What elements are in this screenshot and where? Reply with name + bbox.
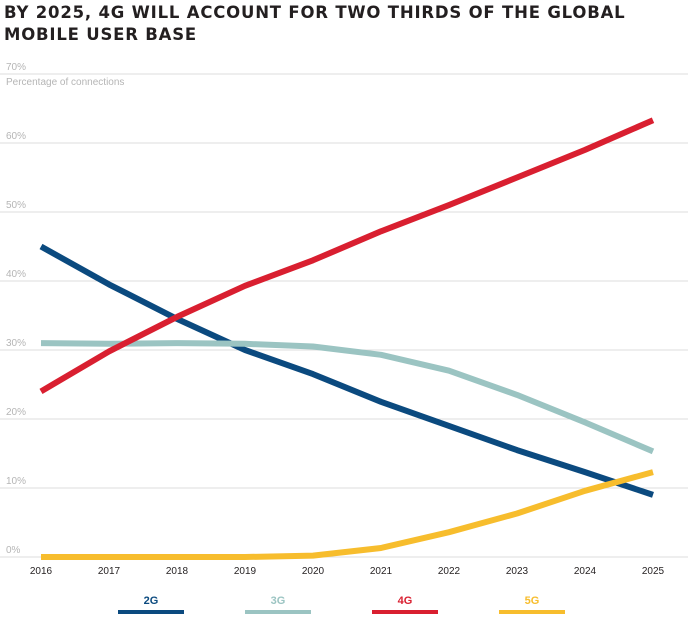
legend: 2G 3G 4G 5G (118, 595, 565, 614)
series-line-4g (39, 117, 655, 394)
y-tick-label-10: 10% (6, 476, 26, 487)
grid-lines (0, 73, 688, 558)
chart-title: BY 2025, 4G WILL ACCOUNT FOR TWO THIRDS … (4, 2, 688, 46)
chart-title-line-2: MOBILE USER BASE (4, 25, 197, 44)
y-axis: 0% 10% 20% 30% 40% 50% 60% 70% (6, 62, 26, 556)
x-tick-label-2024: 2024 (574, 566, 597, 577)
legend-label-4g: 4G (398, 595, 413, 607)
x-tick-label-2018: 2018 (166, 566, 189, 577)
y-tick-label-30: 30% (6, 338, 26, 349)
y-tick-label-50: 50% (6, 200, 26, 211)
y-tick-label-0: 0% (6, 545, 21, 556)
x-tick-label-2020: 2020 (302, 566, 325, 577)
series-line-2g (39, 243, 654, 498)
y-tick-label-70: 70% (6, 62, 26, 73)
x-axis: 2016 2017 2018 2019 2020 2021 2022 2023 2024 2025 (30, 566, 665, 577)
x-tick-label-2016: 2016 (30, 566, 53, 577)
series-line-5g (41, 469, 654, 560)
x-tick-label-2019: 2019 (234, 566, 257, 577)
x-tick-label-2023: 2023 (506, 566, 529, 577)
y-axis-label: Percentage of connections (6, 77, 124, 88)
y-tick-label-40: 40% (6, 269, 26, 280)
x-tick-label-2022: 2022 (438, 566, 461, 577)
x-tick-label-2021: 2021 (370, 566, 393, 577)
x-tick-label-2017: 2017 (98, 566, 121, 577)
series-line-3g (40, 340, 655, 455)
y-tick-label-60: 60% (6, 131, 26, 142)
y-tick-label-20: 20% (6, 407, 26, 418)
legend-label-5g: 5G (525, 595, 540, 607)
chart-title-line-1: BY 2025, 4G WILL ACCOUNT FOR TWO THIRDS … (4, 3, 626, 22)
legend-label-2g: 2G (144, 595, 159, 607)
x-tick-label-2025: 2025 (642, 566, 665, 577)
series-lines (39, 117, 655, 560)
legend-label-3g: 3G (271, 595, 286, 607)
